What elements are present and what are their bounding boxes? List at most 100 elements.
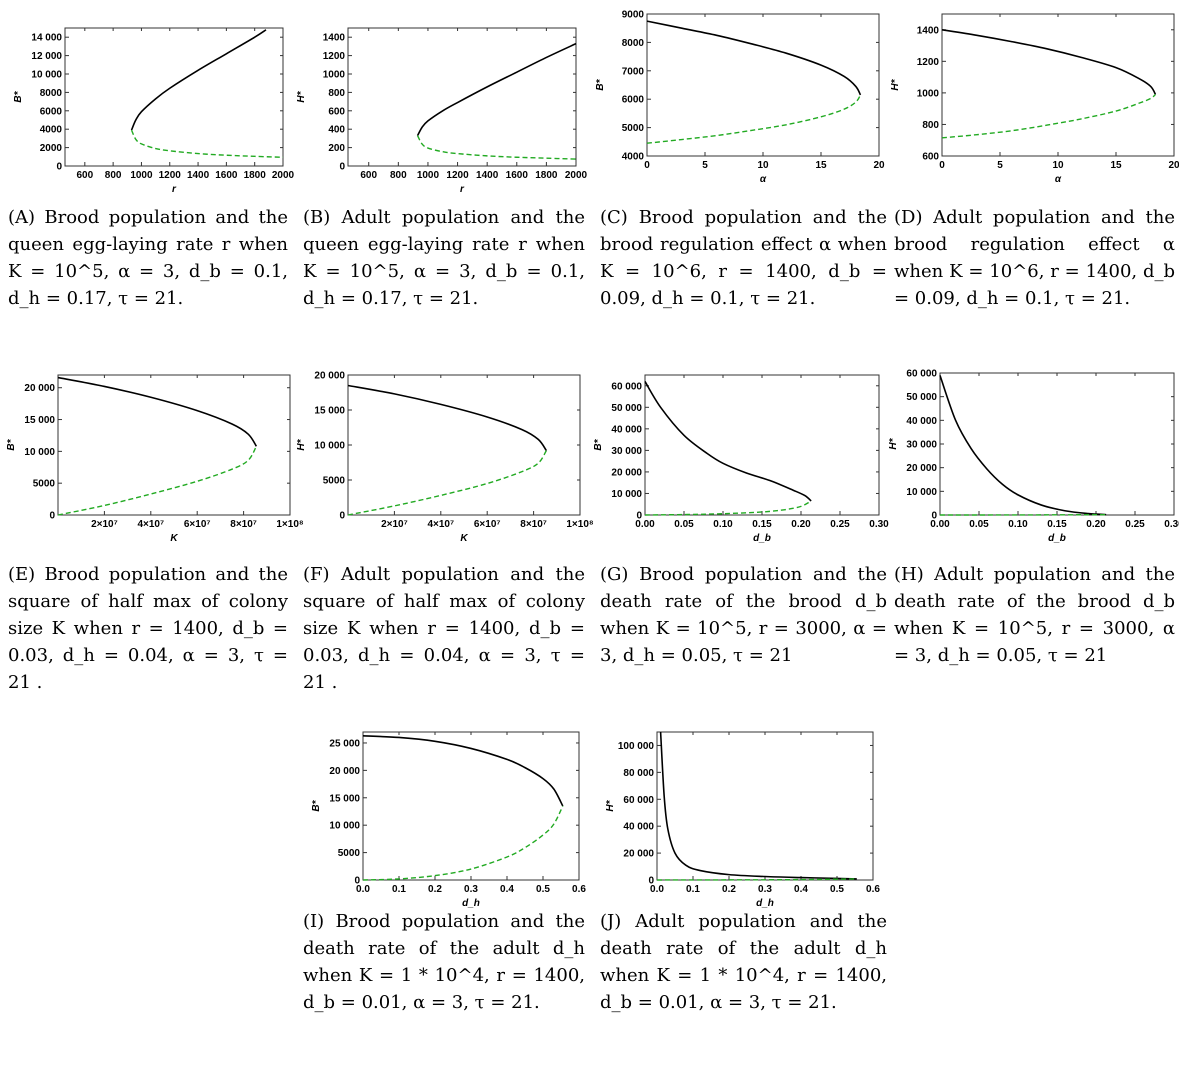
x-tick-label: 0.30 xyxy=(1164,519,1179,530)
y-tick-label: 25 000 xyxy=(329,738,360,749)
caption-label: (H) xyxy=(894,564,924,585)
y-tick-label: 800 xyxy=(328,88,345,99)
caption-label: (A) xyxy=(8,207,36,228)
plot-frame xyxy=(64,27,284,167)
caption-text: Adult population and the death rate of t… xyxy=(600,911,887,1013)
y-axis-label: H* xyxy=(605,799,616,811)
x-tick-label: 20 xyxy=(1168,160,1179,171)
caption-label: (B) xyxy=(303,207,331,228)
y-axis-label: B* xyxy=(311,799,322,811)
x-tick-label: 0.25 xyxy=(1125,519,1145,530)
x-tick-label: 2000 xyxy=(565,170,588,181)
caption-text: Adult population and the death rate of t… xyxy=(894,564,1175,666)
y-axis-label: H* xyxy=(888,437,899,449)
y-tick-label: 0 xyxy=(56,162,62,173)
x-axis-label: α xyxy=(760,174,767,185)
x-tick-label: 0.00 xyxy=(635,519,655,530)
x-tick-label: 6×10⁷ xyxy=(184,519,211,530)
y-tick-label: 6000 xyxy=(622,95,645,106)
plot-frame xyxy=(347,27,577,167)
y-tick-label: 60 000 xyxy=(906,369,937,380)
plot-frame xyxy=(57,374,291,516)
y-tick-label: 15 000 xyxy=(329,793,360,804)
x-tick-label: 0.1 xyxy=(686,884,700,895)
y-tick-label: 8000 xyxy=(40,88,63,99)
caption-d: (D) Adult population and the brood regul… xyxy=(894,204,1175,312)
x-tick-label: 6×10⁷ xyxy=(474,519,501,530)
caption-text: Adult population and the queen egg-layin… xyxy=(303,207,585,309)
x-tick-label: 1200 xyxy=(159,170,182,181)
chart-a: 600 800 1000 1200 1400 1600 1800 2000 0 2000 4000 6… xyxy=(13,27,295,195)
y-tick-label: 10 000 xyxy=(314,441,345,452)
y-axis-label: H* xyxy=(890,78,901,90)
y-tick-label: 0 xyxy=(354,876,360,887)
y-tick-label: 1000 xyxy=(917,88,940,99)
caption-label: (I) xyxy=(303,911,325,932)
x-tick-label: 1×10⁸ xyxy=(566,519,594,530)
x-tick-label: 800 xyxy=(105,170,122,181)
caption-label: (J) xyxy=(600,911,622,932)
x-tick-label: 0.6 xyxy=(866,884,880,895)
chart-h: 0.00 0.05 0.10 0.15 0.20 0.25 0.30 0 10 000 20 00… xyxy=(888,369,1179,545)
x-tick-label: 15 xyxy=(815,160,827,171)
x-axis-label: K xyxy=(170,533,178,544)
y-tick-label: 10 000 xyxy=(329,821,360,832)
unstable-branch-line xyxy=(57,445,257,516)
y-tick-label: 60 000 xyxy=(623,795,654,806)
y-tick-label: 1000 xyxy=(323,70,346,81)
x-tick-label: 1000 xyxy=(130,170,153,181)
x-tick-label: 1400 xyxy=(187,170,210,181)
stable-branch-line xyxy=(57,376,258,447)
plot-frame xyxy=(939,372,1175,516)
y-tick-label: 10 000 xyxy=(906,487,937,498)
x-tick-label: 5 xyxy=(702,160,708,171)
unstable-branch-line xyxy=(130,129,284,158)
x-tick-label: 1000 xyxy=(417,170,440,181)
panel-j: 0.0 0.1 0.2 0.3 0.4 0.5 0.6 0 20 000 40 000 60 000… xyxy=(595,720,890,1065)
unstable-branch-line xyxy=(416,135,577,160)
y-tick-label: 20 000 xyxy=(24,383,55,394)
chart-e: 2×10⁷ 4×10⁷ 6×10⁷ 8×10⁷ 1×10⁸ 0 5000 10 000 15 0… xyxy=(6,374,304,544)
caption-j: (J) Adult population and the death rate … xyxy=(600,908,887,1016)
x-tick-label: 0.00 xyxy=(930,519,950,530)
y-tick-label: 0 xyxy=(648,876,654,887)
caption-label: (C) xyxy=(600,207,628,228)
panel-c: 0 5 10 15 20 4000 5000 6000 7000 8000 9000 α B* (C) … xyxy=(595,0,890,370)
x-axis-label: d_b xyxy=(753,533,771,544)
y-tick-label: 4000 xyxy=(622,152,645,163)
caption-text: Adult population and the brood regulatio… xyxy=(894,207,1175,309)
y-tick-label: 40 000 xyxy=(906,416,937,427)
unstable-branch-line xyxy=(646,94,862,144)
x-tick-label: 0.0 xyxy=(356,884,370,895)
caption-text: Brood population and the brood regulatio… xyxy=(600,207,887,309)
y-tick-label: 60 000 xyxy=(611,381,642,392)
caption-b: (B) Adult population and the queen egg-l… xyxy=(303,204,585,312)
y-tick-label: 20 000 xyxy=(906,463,937,474)
y-tick-label: 0 xyxy=(636,511,642,522)
unstable-branch-line xyxy=(644,500,812,516)
stable-branch-line xyxy=(659,731,857,880)
y-tick-label: 50 000 xyxy=(906,392,937,403)
chart-c: 0 5 10 15 20 4000 5000 6000 7000 8000 9000 α B* xyxy=(595,10,885,186)
x-tick-label: 0.4 xyxy=(500,884,514,895)
x-tick-label: 0.05 xyxy=(969,519,989,530)
x-axis-label: K xyxy=(460,533,468,544)
x-tick-label: 0.1 xyxy=(392,884,406,895)
x-tick-label: 0.5 xyxy=(536,884,550,895)
x-tick-label: 10 xyxy=(1052,160,1064,171)
x-tick-label: 0.15 xyxy=(1047,519,1067,530)
panel-h: 0.00 0.05 0.10 0.15 0.20 0.25 0.30 0 10 000 20 00… xyxy=(888,365,1179,695)
x-tick-label: 15 xyxy=(1110,160,1122,171)
caption-f: (F) Adult population and the square of h… xyxy=(303,561,585,696)
y-tick-label: 5000 xyxy=(338,848,361,859)
x-tick-label: 600 xyxy=(360,170,377,181)
x-tick-label: 0 xyxy=(644,160,650,171)
y-axis-label: B* xyxy=(13,90,24,102)
caption-label: (E) xyxy=(8,564,36,585)
y-tick-label: 2000 xyxy=(40,143,63,154)
caption-label: (D) xyxy=(894,207,923,228)
unstable-branch-line xyxy=(347,450,547,516)
chart-d: 0 5 10 15 20 600 800 1000 1200 1400 α H* xyxy=(890,13,1179,185)
caption-label: (F) xyxy=(303,564,330,585)
x-tick-label: 600 xyxy=(76,170,93,181)
